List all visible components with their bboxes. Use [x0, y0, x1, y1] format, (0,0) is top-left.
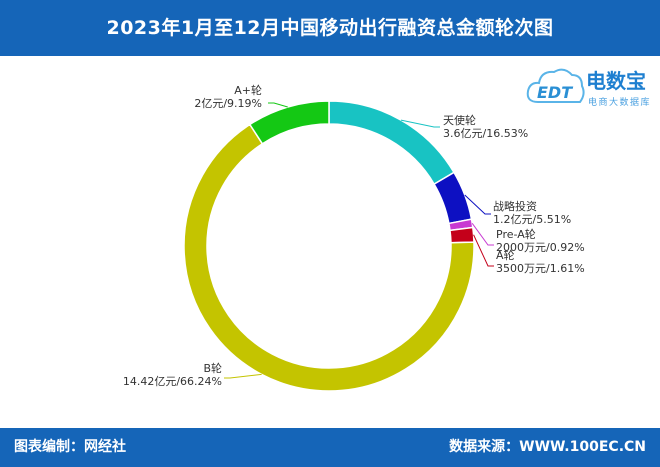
slice-name-label-0: 天使轮: [443, 113, 476, 127]
logo-badge: EDT: [537, 83, 573, 102]
slice-name-label-2: Pre-A轮: [496, 227, 536, 241]
leader-line-5: [268, 102, 288, 108]
logo-main-text: 电数宝: [586, 69, 646, 93]
footer-credit: 图表编制：网经社: [14, 439, 126, 455]
chart-title: 2023年1月至12月中国移动出行融资总金额轮次图: [106, 17, 554, 39]
slice-value-label-1: 1.2亿元/5.51%: [493, 213, 571, 226]
title-bar: 2023年1月至12月中国移动出行融资总金额轮次图: [0, 0, 660, 56]
footer-source: 数据来源：WWW.100EC.CN: [449, 439, 646, 455]
donut-slice-0: [328, 100, 455, 186]
slice-name-label-4: B轮: [203, 361, 222, 375]
leader-line-3: [473, 234, 494, 267]
leader-line-1: [464, 194, 491, 215]
logo-sub-text: 电商大数据库: [588, 96, 651, 108]
slice-name-label-5: A+轮: [234, 83, 262, 97]
slice-name-label-1: 战略投资: [493, 199, 537, 213]
slice-value-label-3: 3500万元/1.61%: [496, 262, 585, 275]
edt-logo: EDT 电数宝 电商大数据库: [526, 68, 651, 108]
footer-bar: 图表编制：网经社 数据来源：WWW.100EC.CN: [0, 428, 660, 467]
donut-slice-4: [183, 123, 475, 392]
donut-slice-1: [433, 171, 473, 225]
leader-line-4: [224, 373, 262, 379]
leader-line-0: [400, 119, 440, 128]
slice-value-label-2: 2000万元/0.92%: [496, 241, 585, 254]
donut-slice-5: [248, 100, 330, 145]
slice-value-label-5: 2亿元/9.19%: [194, 97, 262, 110]
slice-name-label-3: A轮: [496, 248, 515, 262]
leader-line-2: [471, 223, 494, 246]
slice-value-label-0: 3.6亿元/16.53%: [443, 127, 528, 140]
slice-value-label-4: 14.42亿元/66.24%: [123, 375, 222, 388]
donut-slice-3: [449, 226, 475, 244]
